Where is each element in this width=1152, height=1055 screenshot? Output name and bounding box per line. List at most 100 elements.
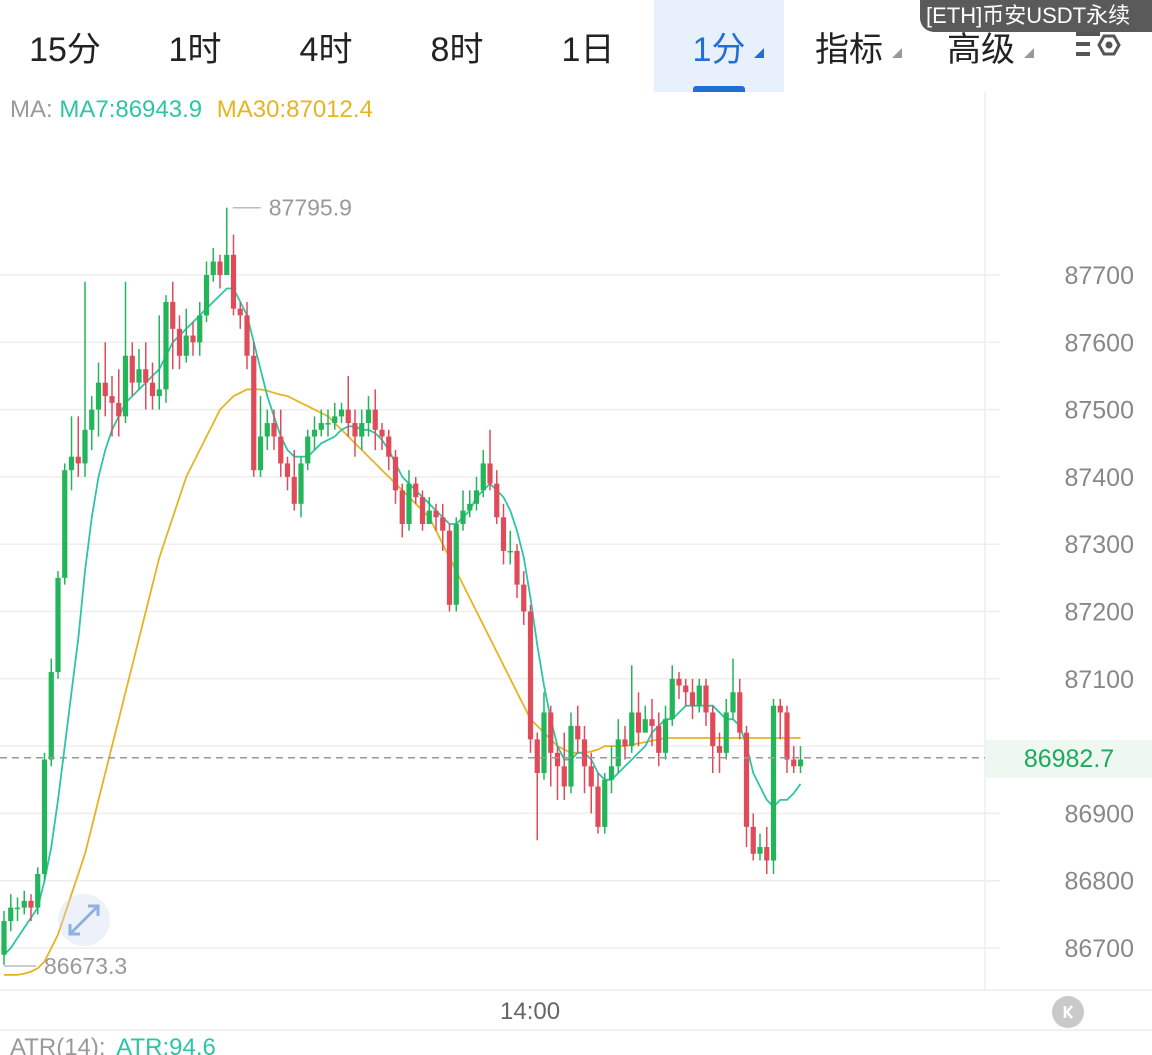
candle-body	[278, 436, 284, 464]
y-axis-tick-label: 87100	[1064, 666, 1134, 694]
candle-body	[176, 328, 183, 356]
tab-indicators[interactable]: 指标	[784, 0, 914, 92]
chart-settings-button[interactable]	[1068, 22, 1128, 70]
chart-grid	[0, 92, 1152, 1031]
candle-body	[561, 766, 567, 787]
candle-body	[143, 369, 149, 383]
tab-1day[interactable]: 1日	[522, 0, 654, 92]
candle-body	[136, 369, 142, 383]
candle-body	[521, 584, 527, 612]
candle-body	[635, 712, 642, 733]
candle-body	[230, 254, 237, 309]
candle-body	[527, 611, 534, 740]
candles	[1, 207, 804, 965]
candle-body	[743, 732, 750, 827]
candle-body	[372, 409, 378, 430]
candle-body	[251, 355, 257, 471]
tab-1hour[interactable]: 1时	[130, 0, 260, 92]
candle-body	[689, 692, 696, 706]
candle-body	[318, 423, 324, 430]
y-axis-tick-label: 86700	[1064, 935, 1134, 963]
symbol-badge: [ETH]币安USDT永续	[920, 0, 1152, 32]
candle-body	[568, 725, 574, 787]
candle-body	[163, 301, 169, 390]
dropdown-caret-icon	[1024, 48, 1034, 58]
candle-body	[224, 254, 230, 275]
candle-body	[703, 685, 709, 713]
dropdown-caret-icon	[754, 48, 764, 58]
atr-legend: ATR(14): ATR:94.6	[10, 1034, 216, 1055]
collapse-left-icon	[1063, 1005, 1073, 1019]
candle-body	[170, 301, 176, 329]
current-price: 86982.7	[1023, 744, 1115, 773]
candle-body	[386, 436, 392, 457]
candle-body	[75, 456, 81, 464]
candle-body	[129, 355, 135, 383]
y-axis-tick-label: 87300	[1064, 531, 1134, 559]
candle-body	[284, 463, 291, 477]
candle-body	[676, 678, 682, 686]
tab-8hour[interactable]: 8时	[392, 0, 522, 92]
tab-label: 4时	[299, 30, 353, 69]
candle-body	[352, 423, 358, 437]
candle-body	[710, 712, 716, 747]
candle-body	[264, 423, 270, 437]
candle-body	[95, 382, 102, 410]
candle-body	[595, 786, 601, 827]
candle-body	[8, 907, 14, 922]
y-axis-tick-label: 87200	[1064, 599, 1134, 627]
tab-label: 8时	[430, 30, 484, 69]
high-price-label: 87795.9	[269, 195, 352, 221]
candle-body	[480, 463, 486, 491]
candle-body	[217, 261, 223, 275]
candle-body	[48, 672, 54, 760]
candle-body	[21, 900, 27, 908]
candle-body	[541, 712, 547, 774]
candle-body	[116, 402, 122, 417]
x-axis-time-label: 14:00	[500, 998, 561, 1025]
tab-label: 1分	[692, 30, 746, 69]
tab-advanced[interactable]: 高级	[914, 0, 1048, 92]
y-axis-tick-label: 87700	[1064, 262, 1134, 290]
ma7-value: MA7:86943.9	[59, 96, 203, 123]
candle-body	[237, 308, 243, 316]
symbol-label: [ETH]币安USDT永续	[926, 3, 1131, 28]
candle-body	[28, 900, 34, 908]
candle-body	[419, 497, 426, 525]
y-axis-tick-label: 87400	[1064, 464, 1134, 492]
tab-4hour[interactable]: 4时	[260, 0, 392, 92]
candle-body	[197, 315, 203, 343]
candle-body	[791, 759, 797, 767]
candle-body	[109, 396, 115, 403]
low-price-label: 86673.3	[44, 953, 127, 979]
y-axis-tick-label: 87600	[1064, 329, 1134, 357]
candle-body	[62, 470, 68, 578]
candle-body	[325, 423, 331, 425]
ma30-value: MA30:87012.4	[216, 96, 373, 123]
candle-body	[440, 517, 446, 531]
fullscreen-button[interactable]	[58, 894, 110, 946]
price-markers: 87795.9 86673.3	[0, 195, 985, 979]
collapse-panel-button[interactable]	[1052, 996, 1084, 1028]
atr-legend-label: ATR(14):	[10, 1034, 106, 1055]
current-price-tag: 86982.7	[986, 740, 1152, 778]
candle-body	[291, 476, 297, 504]
ma-legend: MA: MA7:86943.9 MA30:87012.4	[10, 96, 373, 124]
candle-body	[14, 907, 21, 910]
tab-15min[interactable]: 15分	[0, 0, 130, 92]
candle-body	[82, 429, 88, 464]
candle-body	[41, 759, 48, 874]
candle-body	[332, 416, 338, 424]
candle-body	[257, 436, 264, 471]
candle-body	[575, 725, 581, 740]
candle-body	[467, 503, 473, 511]
candle-body	[149, 382, 156, 397]
candle-body	[662, 719, 669, 753]
candle-body	[608, 766, 615, 780]
candle-body	[548, 712, 554, 753]
tab-1min[interactable]: 1分	[654, 0, 784, 92]
candle-body	[305, 436, 311, 464]
y-axis-tick-label: 86900	[1064, 800, 1134, 828]
candle-body	[730, 692, 736, 713]
